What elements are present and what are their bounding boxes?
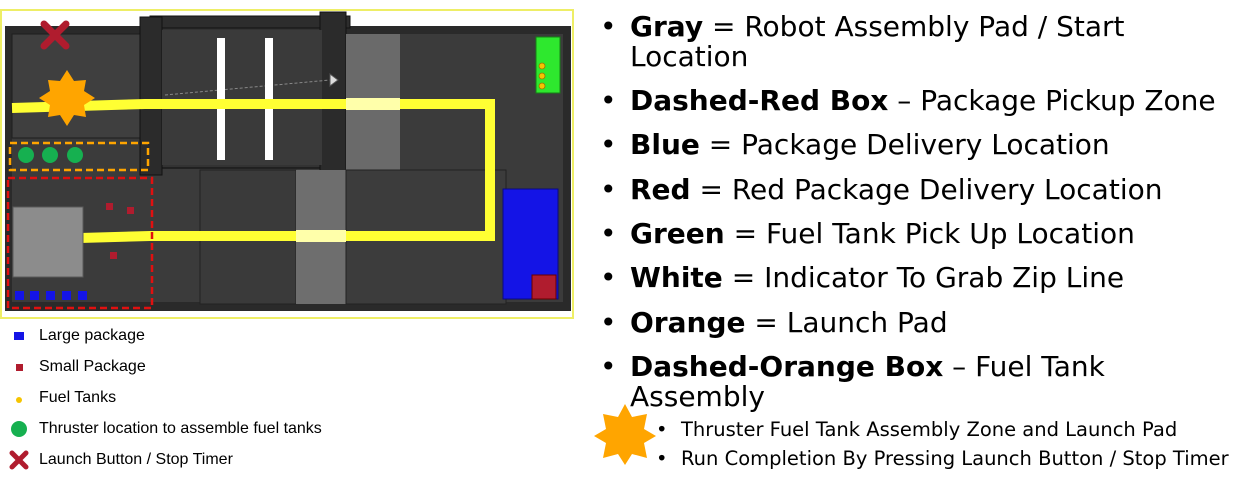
small-package (106, 203, 113, 210)
bullet: • (600, 128, 617, 161)
bullet: • (600, 261, 617, 294)
legend-label: Fuel Tanks (39, 389, 117, 406)
legend-separator: = (722, 261, 765, 294)
track-highlight-lower (296, 230, 346, 242)
legend-description: Red Package Delivery Location (731, 173, 1163, 206)
bullet: • (600, 10, 617, 43)
legend-separator: = (690, 173, 732, 206)
zipline-cable (164, 79, 331, 96)
fuel-tank-dot (538, 62, 546, 70)
small-package (110, 252, 117, 259)
note-text: Thruster Fuel Tank Assembly Zone and Lau… (681, 418, 1178, 441)
bullet: • (656, 418, 668, 441)
legend-label: Thruster location to assemble fuel tanks (39, 420, 322, 437)
legend-description: Robot Assembly Pad / Start Location (630, 10, 1125, 73)
launch-button-x-icon (40, 20, 70, 50)
legend-key: Orange (630, 306, 746, 339)
launch-pad-star-icon (39, 70, 95, 126)
thruster-circle (18, 147, 34, 163)
course-board-diagram (0, 9, 574, 319)
zipline-deck (162, 30, 322, 165)
small-package (127, 207, 134, 214)
legend-key: Green (630, 217, 725, 250)
zipline-trolley (329, 73, 339, 87)
large-package (15, 291, 24, 300)
board-wall-bottom (5, 302, 571, 311)
large-package (62, 291, 71, 300)
legend-separator: = (724, 217, 766, 250)
x-mark-icon (6, 448, 32, 472)
zipline-tower-left (139, 16, 163, 176)
board-wall-left (5, 26, 12, 311)
legend-key: Red (630, 173, 691, 206)
legend-separator: – (943, 350, 976, 383)
package-delivery-red (531, 274, 557, 300)
note-text: Run Completion By Pressing Launch Button… (681, 447, 1229, 470)
legend-separator: = (703, 10, 745, 43)
package-pickup-zone-dashed (6, 176, 154, 310)
legend-key: Dashed-Orange Box (630, 350, 944, 383)
legend-key: White (630, 261, 723, 294)
legend-description: Package Delivery Location (741, 128, 1110, 161)
large-package (46, 291, 55, 300)
zipline-tower-right (319, 11, 347, 173)
large-package (30, 291, 39, 300)
legend-separator: = (699, 128, 742, 161)
thruster-circle-icon (6, 417, 32, 441)
legend-description: Fuel Tank Pick Up Location (765, 217, 1135, 250)
fuel-tank-dot (538, 82, 546, 90)
thruster-circle (67, 147, 83, 163)
large-package-square-icon (6, 324, 32, 348)
legend-label: Large package (39, 327, 145, 344)
legend-description: Launch Pad (786, 306, 948, 339)
fuel-tank-assembly-zone-dashed (8, 141, 150, 172)
launch-pad-star-icon (594, 404, 656, 465)
legend-label: Launch Button / Stop Timer (39, 451, 233, 468)
track-line (11, 99, 495, 243)
fuel-tank-dot-icon (6, 386, 32, 410)
bullet: • (600, 173, 617, 206)
legend-separator: = (745, 306, 787, 339)
legend-label: Small Package (39, 358, 146, 375)
small-package-square-icon (6, 355, 32, 379)
legend-key: Dashed-Red Box (630, 84, 889, 117)
track-highlight-ramp (346, 98, 400, 110)
bullet: • (600, 350, 617, 383)
thruster-circle (42, 147, 58, 163)
legend-description: Package Pickup Zone (920, 84, 1216, 117)
legend-key: Gray (630, 10, 704, 43)
bullet: • (656, 447, 668, 470)
robot-start-pad (12, 206, 84, 278)
fuel-tank-dot (538, 72, 546, 80)
legend-description: Indicator To Grab Zip Line (764, 261, 1125, 294)
bullet: • (600, 306, 617, 339)
large-package (78, 291, 87, 300)
legend-key: Blue (630, 128, 700, 161)
bullet: • (600, 217, 617, 250)
legend-description: Fuel Tank Assembly (630, 350, 1105, 413)
board-wall-right (563, 30, 571, 311)
legend-separator: – (888, 84, 921, 117)
bullet: • (600, 84, 617, 117)
